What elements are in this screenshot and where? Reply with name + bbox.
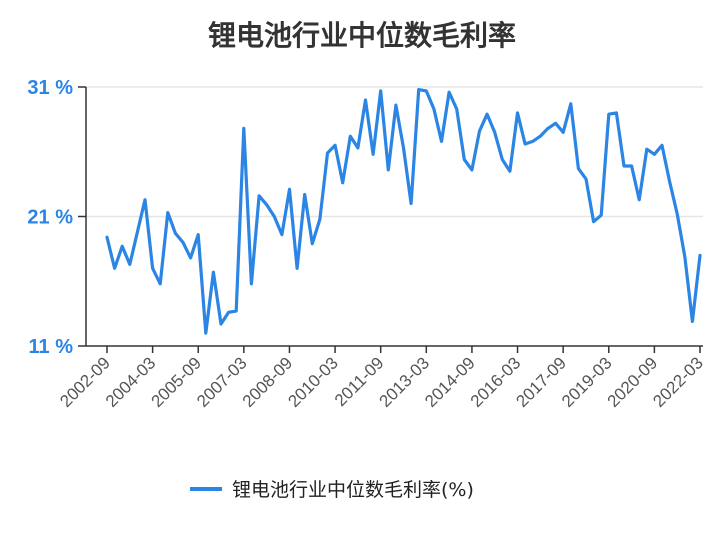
x-tick-label: 2017-09 (512, 353, 570, 411)
x-tick-label: 2013-03 (376, 353, 434, 411)
x-tick-label: 2014-09 (421, 353, 479, 411)
x-tick-label: 2007-03 (193, 353, 251, 411)
y-axis-ticks: 31 % 21 % 11 % (27, 77, 86, 358)
x-tick-label: 2019-03 (558, 353, 616, 411)
legend-label: 锂电池行业中位数毛利率(%) (232, 479, 474, 501)
x-tick-label: 2005-09 (148, 353, 206, 411)
x-tick-label: 2002-09 (56, 353, 114, 411)
x-tick-label: 2016-03 (467, 353, 525, 411)
legend: 锂电池行业中位数毛利率(%) (190, 479, 474, 501)
x-tick-label: 2010-03 (284, 353, 342, 411)
x-tick-label: 2004-03 (102, 353, 160, 411)
x-tick-label: 2022-03 (649, 353, 707, 411)
y-tick-label: 11 % (29, 336, 74, 358)
x-tick-label: 2020-09 (604, 353, 662, 411)
chart-title: 锂电池行业中位数毛利率 (208, 19, 516, 52)
y-tick-label: 21 % (27, 207, 73, 229)
x-axis-ticks: 2002-092004-032005-092007-032008-092010-… (56, 346, 707, 411)
x-tick-label: 2008-09 (239, 353, 297, 411)
y-tick-label: 31 % (27, 77, 73, 99)
series-line (105, 88, 702, 335)
series-group (105, 88, 702, 335)
